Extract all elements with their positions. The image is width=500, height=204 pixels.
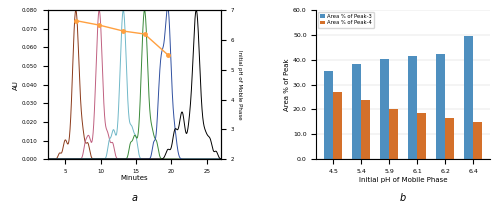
Bar bbox=[390, 110, 398, 159]
Bar bbox=[473, 122, 482, 159]
Bar bbox=[464, 36, 473, 159]
Y-axis label: Area % of Peak: Area % of Peak bbox=[284, 58, 290, 111]
Y-axis label: Initial pH of Mobile Phase: Initial pH of Mobile Phase bbox=[237, 50, 242, 120]
Bar bbox=[380, 59, 390, 159]
Text: b: b bbox=[400, 193, 406, 203]
Bar bbox=[334, 92, 342, 159]
Text: a: a bbox=[132, 193, 138, 203]
Bar bbox=[352, 64, 362, 159]
Bar bbox=[362, 100, 370, 159]
Bar bbox=[436, 54, 445, 159]
Y-axis label: AU: AU bbox=[13, 80, 19, 90]
Legend: Area % of Peak-3, Area % of Peak-4: Area % of Peak-3, Area % of Peak-4 bbox=[318, 12, 374, 28]
Bar bbox=[417, 113, 426, 159]
Bar bbox=[324, 71, 334, 159]
X-axis label: Minutes: Minutes bbox=[120, 175, 148, 181]
X-axis label: Initial pH of Mobile Phase: Initial pH of Mobile Phase bbox=[359, 177, 448, 183]
Bar bbox=[445, 118, 454, 159]
Bar bbox=[408, 56, 417, 159]
